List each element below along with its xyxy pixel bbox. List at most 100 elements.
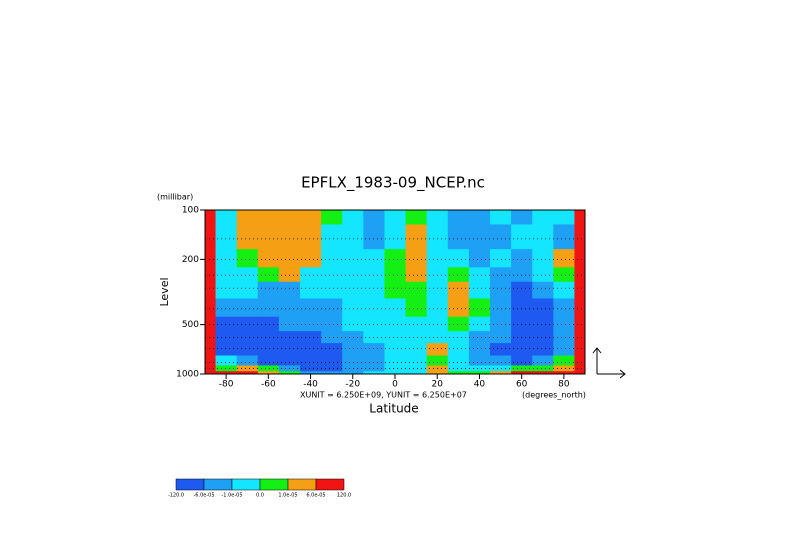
- contour-cell: [553, 224, 575, 250]
- contour-cell: [426, 210, 449, 225]
- contour-cell: [490, 331, 512, 344]
- contour-cell: [363, 365, 385, 372]
- contour-cell: [574, 331, 586, 344]
- contour-cell: [447, 331, 470, 344]
- contour-cell: [490, 281, 512, 299]
- contour-cell: [321, 224, 343, 250]
- colorbar-box: [175, 478, 205, 491]
- contour-cell: [342, 371, 364, 375]
- contour-cell: [363, 371, 385, 375]
- contour-cell: [205, 267, 217, 283]
- contour-cell: [257, 224, 280, 250]
- contour-cell: [342, 316, 364, 332]
- contour-cell: [205, 224, 217, 250]
- colorbar-label: 120.0: [337, 493, 351, 499]
- contour-cell: [257, 298, 280, 318]
- contour-cell: [300, 343, 322, 357]
- contour-cell: [257, 249, 280, 268]
- contour-cell: [236, 331, 259, 344]
- contour-cell: [363, 355, 385, 366]
- contour-cell: [490, 343, 512, 357]
- contour-cell: [278, 210, 301, 225]
- y-tick-label: 200: [182, 255, 199, 265]
- contour-cell: [447, 210, 470, 225]
- contour-cell: [405, 331, 428, 344]
- contour-cell: [342, 210, 364, 225]
- contour-cell: [342, 343, 364, 357]
- contour-cell: [405, 316, 428, 332]
- colorbar-box: [203, 478, 233, 491]
- contour-cell: [405, 365, 428, 372]
- contour-cell: [511, 343, 533, 357]
- contour-cell: [384, 267, 407, 283]
- contour-cell: [532, 249, 554, 268]
- contour-cell: [278, 371, 301, 375]
- contour-cell: [321, 365, 343, 372]
- contour-cell: [300, 316, 322, 332]
- contour-cell: [236, 267, 259, 283]
- contour-cell: [321, 298, 343, 318]
- contour-cell: [257, 355, 280, 366]
- contour-cell: [342, 281, 364, 299]
- contour-cell: [205, 331, 217, 344]
- contour-cell: [215, 249, 238, 268]
- contour-cell: [468, 281, 491, 299]
- contour-cell: [405, 355, 428, 366]
- contour-cell: [205, 316, 217, 332]
- contour-cell: [447, 343, 470, 357]
- contour-cell: [278, 267, 301, 283]
- contour-cell: [236, 224, 259, 250]
- contour-cell: [321, 331, 343, 344]
- contour-cell: [257, 210, 280, 225]
- contour-cell: [321, 316, 343, 332]
- contour-cell: [405, 298, 428, 318]
- contour-cell: [215, 371, 238, 375]
- colorbar-label: -1.0e-05: [222, 493, 243, 499]
- contour-cell: [300, 371, 322, 375]
- x-tick-label: 40: [474, 380, 486, 390]
- contour-cell: [447, 316, 470, 332]
- contour-cell: [574, 355, 586, 366]
- x-tick-label: 80: [558, 380, 570, 390]
- colorbar-box: [231, 478, 261, 491]
- contour-cell: [300, 224, 322, 250]
- contour-cell: [447, 365, 470, 372]
- contour-cell: [426, 298, 449, 318]
- contour-cell: [553, 281, 575, 299]
- contour-cell: [532, 355, 554, 366]
- contour-cell: [553, 331, 575, 344]
- contour-cell: [405, 210, 428, 225]
- y-unit: (millibar): [157, 193, 193, 202]
- contour-cell: [468, 298, 491, 318]
- contour-cell: [490, 355, 512, 366]
- contour-cell: [447, 298, 470, 318]
- x-tick-label: -60: [261, 380, 276, 390]
- contour-cell: [205, 365, 217, 372]
- vector-scale: XUNIT = 6.250E+09, YUNIT = 6.250E+07: [300, 391, 467, 400]
- contour-cell: [574, 267, 586, 283]
- contour-cell: [511, 210, 533, 225]
- contour-cell: [426, 267, 449, 283]
- contour-cell: [405, 224, 428, 250]
- contour-cell: [426, 371, 449, 375]
- contour-cell: [426, 343, 449, 357]
- contour-cell: [215, 267, 238, 283]
- contour-cell: [532, 365, 554, 372]
- contour-cell: [205, 249, 217, 268]
- contour-cell: [384, 355, 407, 366]
- x-tick-label: -40: [303, 380, 318, 390]
- contour-cell: [363, 343, 385, 357]
- contour-cell: [553, 267, 575, 283]
- contour-cell: [384, 281, 407, 299]
- contour-cell: [511, 316, 533, 332]
- y-axis-label: Level: [158, 277, 171, 306]
- contour-cell: [384, 224, 407, 250]
- contour-cell: [553, 298, 575, 318]
- contour-cell: [236, 210, 259, 225]
- contour-cell: [321, 371, 343, 375]
- contour-cell: [278, 249, 301, 268]
- contour-cell: [257, 371, 280, 375]
- contour-cell: [384, 343, 407, 357]
- contour-cell: [532, 298, 554, 318]
- contour-cell: [426, 224, 449, 250]
